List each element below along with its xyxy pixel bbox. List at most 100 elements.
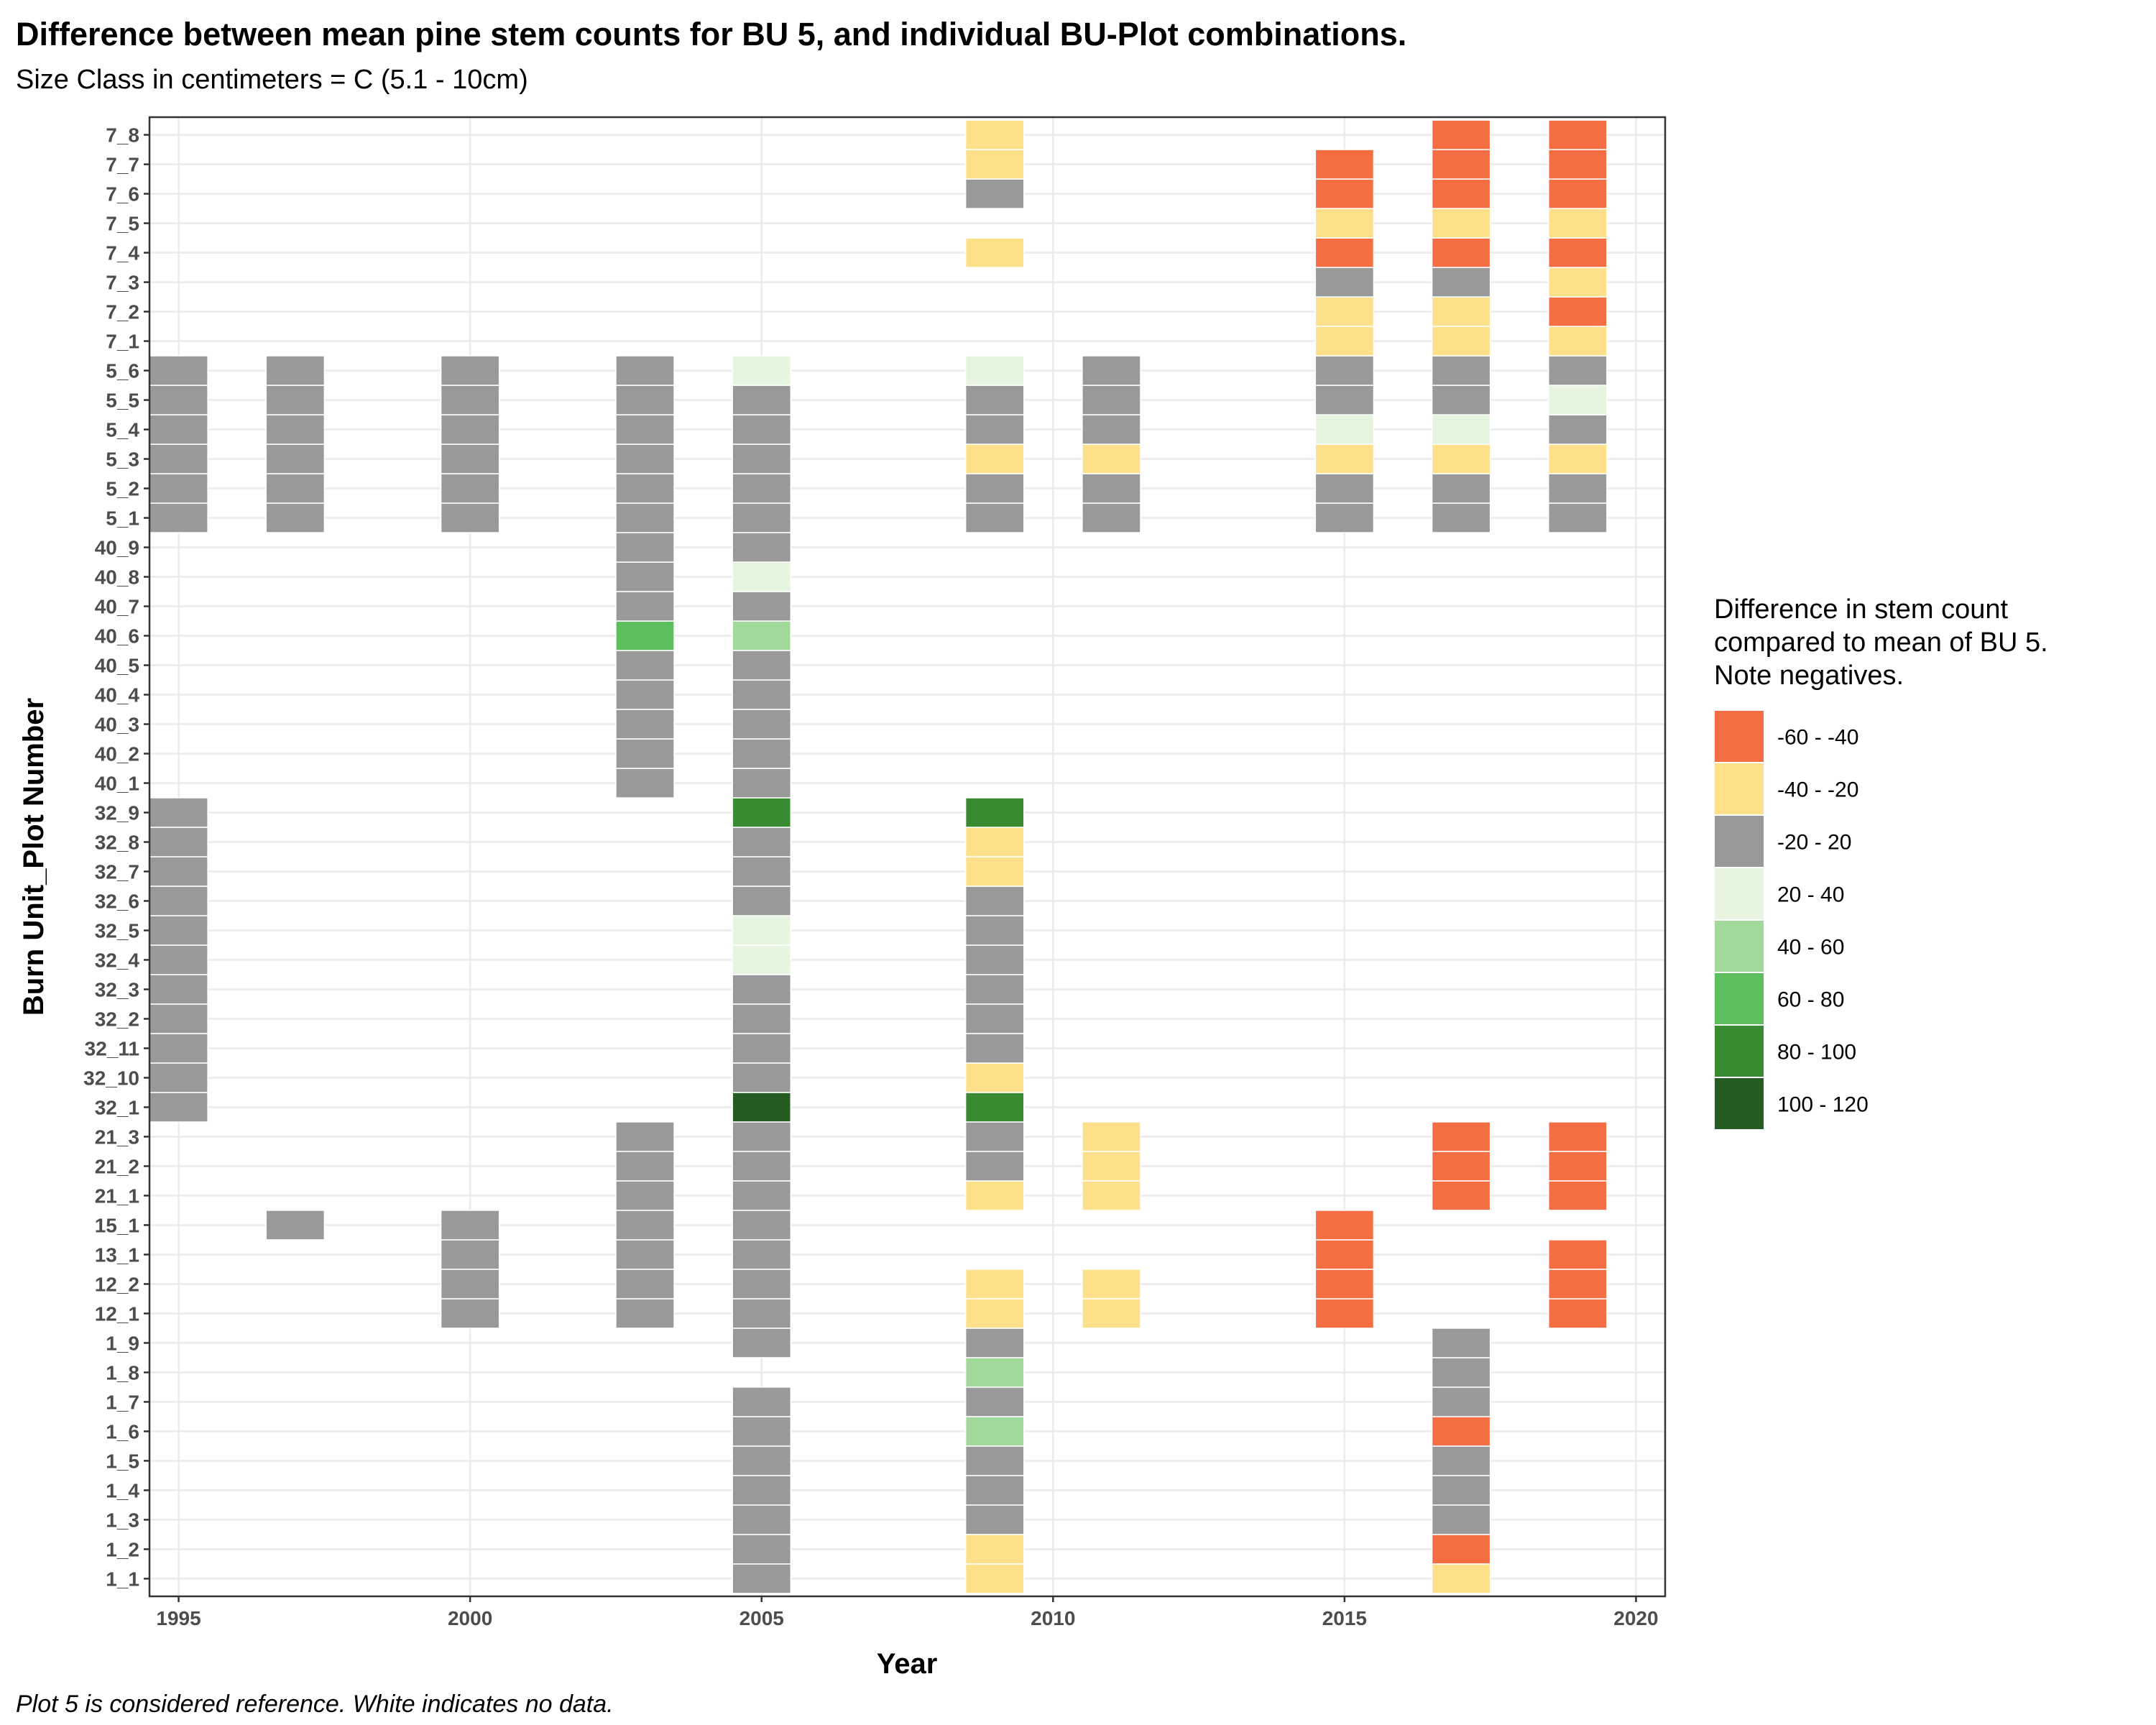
y-tick-label-15_1: 15_1 <box>95 1214 139 1236</box>
heatmap-cell-2005-40_4 <box>732 679 792 710</box>
heatmap-cell-2019-7_8 <box>1548 119 1608 150</box>
y-tick-label-32_5: 32_5 <box>95 919 139 942</box>
heatmap-cell-2019-5_4 <box>1548 414 1608 445</box>
heatmap-cell-1995-5_6 <box>149 355 208 386</box>
heatmap-cell-2009-32_9 <box>964 797 1025 828</box>
y-tick-label-40_9: 40_9 <box>95 537 139 559</box>
heatmap-cell-1995-32_1 <box>149 1092 208 1123</box>
heatmap-cell-2005-40_5 <box>732 650 792 681</box>
y-tick-label-32_9: 32_9 <box>95 802 139 824</box>
heatmap-cell-2009-1_1 <box>964 1563 1025 1594</box>
x-tick-label-2020: 2020 <box>1613 1607 1658 1629</box>
heatmap-cell-2005-1_5 <box>732 1445 792 1476</box>
heatmap-cell-2011-5_3 <box>1082 443 1141 474</box>
heatmap-cell-2009-32_11 <box>964 1033 1025 1064</box>
legend-label-5: 60 - 80 <box>1777 988 1844 1012</box>
legend-label-0: -60 - -40 <box>1777 726 1858 750</box>
heatmap-cell-2003-21_1 <box>615 1180 675 1211</box>
heatmap-cell-2000-5_2 <box>440 473 500 504</box>
heatmap-cell-2005-32_3 <box>732 974 792 1005</box>
heatmap-cell-2005-13_1 <box>732 1239 792 1270</box>
heatmap-cell-2011-5_4 <box>1082 414 1141 445</box>
heatmap-cell-2015-5_6 <box>1314 355 1375 386</box>
heatmap-cell-2005-21_2 <box>732 1151 792 1182</box>
heatmap-cell-2015-5_5 <box>1314 385 1375 415</box>
heatmap-cell-2017-5_1 <box>1431 502 1491 533</box>
heatmap-cell-2009-7_7 <box>964 149 1025 180</box>
y-tick-label-1_1: 1_1 <box>106 1568 139 1590</box>
heatmap-cell-2017-1_2 <box>1431 1534 1491 1565</box>
heatmap-cell-1997-5_4 <box>265 414 326 445</box>
heatmap-cell-1995-32_9 <box>149 797 208 828</box>
y-tick-label-32_1: 32_1 <box>95 1096 139 1118</box>
y-tick-label-40_4: 40_4 <box>95 684 140 707</box>
heatmap-cell-2009-1_7 <box>964 1386 1025 1417</box>
heatmap-cell-2005-32_4 <box>732 944 792 975</box>
heatmap-cell-2017-7_1 <box>1431 326 1491 356</box>
y-tick-label-12_2: 12_2 <box>95 1273 139 1295</box>
heatmap-cell-2015-5_1 <box>1314 502 1375 533</box>
heatmap-cell-2015-7_4 <box>1314 237 1375 268</box>
heatmap-cell-1995-32_8 <box>149 827 208 857</box>
legend-title-line: Difference in stem count <box>1714 594 2008 625</box>
heatmap-cell-2009-1_5 <box>964 1445 1025 1476</box>
heatmap-cell-2019-7_6 <box>1548 178 1608 209</box>
heatmap-cell-2005-12_1 <box>732 1298 792 1329</box>
x-axis-title: Year <box>877 1648 938 1680</box>
heatmap-cell-2005-1_1 <box>732 1563 792 1594</box>
chart-title: Difference between mean pine stem counts… <box>16 16 1407 52</box>
y-tick-label-40_2: 40_2 <box>95 743 139 765</box>
legend-swatch-2 <box>1713 814 1765 868</box>
heatmap-cell-2009-5_4 <box>964 414 1025 445</box>
heatmap-cell-2017-5_6 <box>1431 355 1491 386</box>
legend-swatch-4 <box>1713 919 1765 973</box>
heatmap-cell-1995-32_11 <box>149 1033 208 1064</box>
heatmap-cell-2003-40_9 <box>615 532 675 563</box>
heatmap-cell-1997-15_1 <box>265 1210 326 1241</box>
heatmap-cell-2000-5_4 <box>440 414 500 445</box>
heatmap-cell-2005-40_7 <box>732 591 792 622</box>
y-tick-label-1_8: 1_8 <box>106 1361 139 1384</box>
heatmap-cell-2005-5_6 <box>732 355 792 386</box>
heatmap-cell-2005-1_2 <box>732 1534 792 1565</box>
heatmap-cell-2009-32_8 <box>964 827 1025 857</box>
y-tick-label-40_1: 40_1 <box>95 773 139 795</box>
y-tick-label-1_5: 1_5 <box>106 1450 139 1472</box>
heatmap-cell-2009-7_8 <box>964 119 1025 150</box>
y-tick-label-32_7: 32_7 <box>95 860 139 883</box>
heatmap-cell-2015-13_1 <box>1314 1239 1375 1270</box>
heatmap-cell-2009-12_2 <box>964 1269 1025 1300</box>
x-axis-ticks: 1995 2000 2005 2010 2015 2020 <box>156 1596 1659 1629</box>
y-tick-label-40_8: 40_8 <box>95 566 139 589</box>
heatmap-cell-2019-21_1 <box>1548 1180 1608 1211</box>
legend-label-3: 20 - 40 <box>1777 883 1844 907</box>
heatmap-cell-2000-13_1 <box>440 1239 500 1270</box>
heatmap-cell-2000-5_6 <box>440 355 500 386</box>
heatmap-cell-2009-7_4 <box>964 237 1025 268</box>
heatmap-cell-2005-40_6 <box>732 620 792 651</box>
heatmap-cell-2003-5_2 <box>615 473 675 504</box>
heatmap-cell-2009-32_4 <box>964 944 1025 975</box>
heatmap-cell-2005-1_3 <box>732 1504 792 1535</box>
heatmap-cell-2011-21_1 <box>1082 1180 1141 1211</box>
heatmap-cell-2017-1_6 <box>1431 1416 1491 1447</box>
heatmap-cell-2011-5_6 <box>1082 355 1141 386</box>
heatmap-cell-2005-5_5 <box>732 385 792 415</box>
y-tick-label-21_2: 21_2 <box>95 1155 139 1177</box>
y-tick-label-21_1: 21_1 <box>95 1184 139 1207</box>
heatmap-cell-2003-21_3 <box>615 1121 675 1152</box>
heatmap-cell-2005-1_7 <box>732 1386 792 1417</box>
heatmap-cell-2005-5_4 <box>732 414 792 445</box>
heatmap-cell-2003-12_1 <box>615 1298 675 1329</box>
legend-swatch-0 <box>1713 709 1765 763</box>
heatmap-cell-2019-12_2 <box>1548 1269 1608 1300</box>
heatmap-cell-2005-40_8 <box>732 561 792 592</box>
legend-title-line: compared to mean of BU 5. <box>1714 627 2048 658</box>
y-axis-ticks: 1_1 1_2 1_3 1_4 1_5 1_6 1_7 1_8 1_9 12_1 12_2 13_1 1… <box>83 124 149 1590</box>
y-tick-label-5_3: 5_3 <box>106 448 139 471</box>
x-tick-label-2015: 2015 <box>1322 1607 1367 1629</box>
heatmap-cell-2017-7_5 <box>1431 208 1491 239</box>
heatmap-cell-2005-32_11 <box>732 1033 792 1064</box>
y-tick-label-1_7: 1_7 <box>106 1391 139 1413</box>
